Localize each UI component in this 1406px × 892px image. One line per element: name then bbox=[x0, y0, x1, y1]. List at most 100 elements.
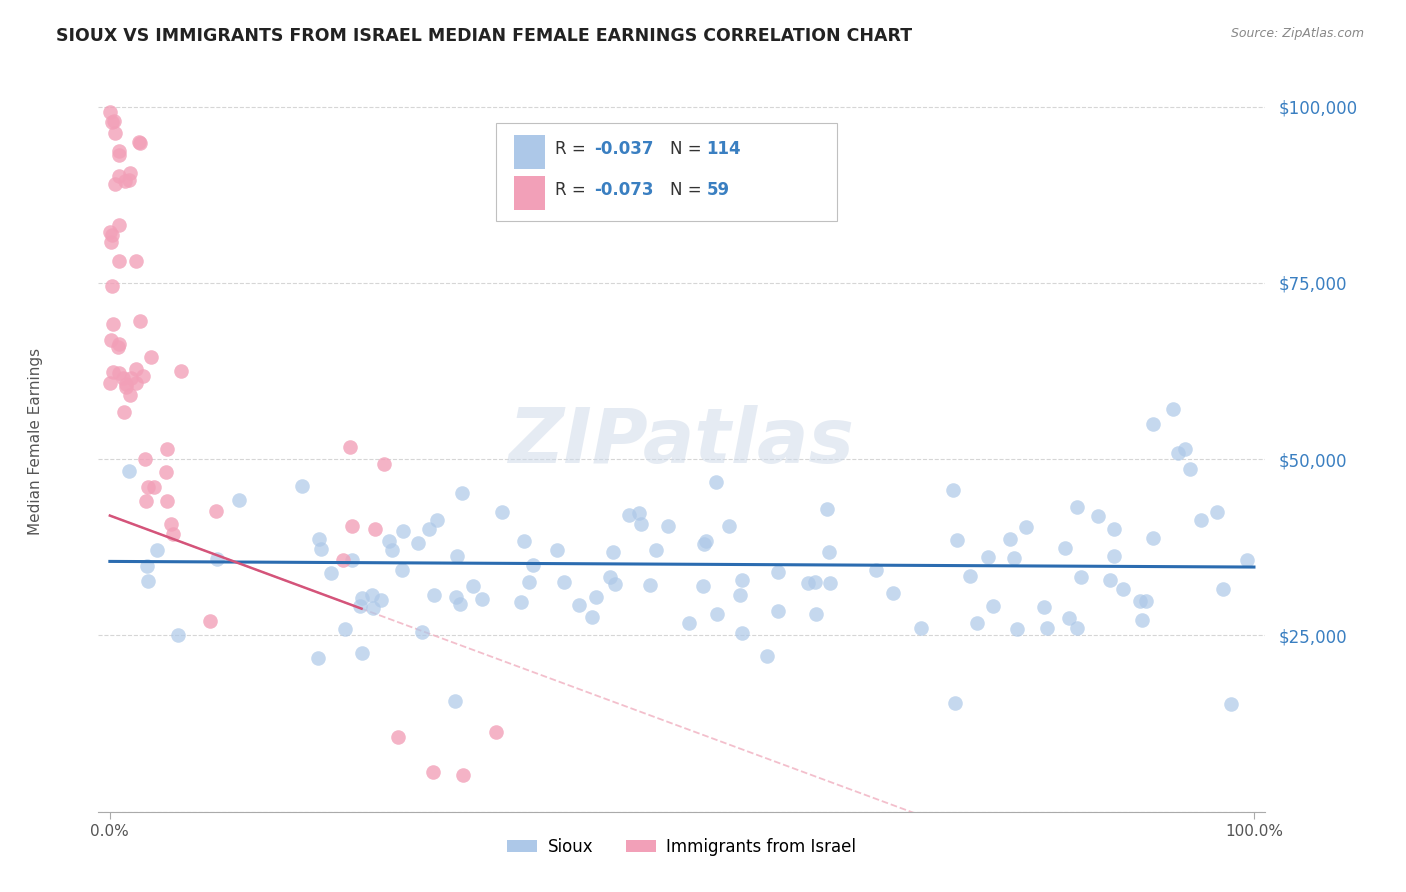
Point bbox=[309, 542, 332, 557]
Point bbox=[766, 604, 789, 618]
Point bbox=[731, 626, 754, 640]
Point bbox=[1167, 446, 1189, 460]
Point bbox=[128, 136, 150, 150]
Point bbox=[818, 545, 841, 559]
Point bbox=[1098, 574, 1121, 588]
Point bbox=[101, 115, 124, 129]
Point bbox=[704, 475, 727, 490]
Point bbox=[645, 543, 668, 558]
Point bbox=[981, 599, 1004, 614]
Point bbox=[1205, 505, 1227, 519]
Point bbox=[1219, 698, 1241, 712]
Point bbox=[581, 609, 603, 624]
Point bbox=[339, 441, 361, 455]
Text: -0.037: -0.037 bbox=[595, 140, 654, 158]
Point bbox=[100, 235, 122, 249]
Point bbox=[1142, 531, 1164, 545]
Point bbox=[706, 607, 728, 621]
Point bbox=[101, 317, 124, 331]
Point bbox=[628, 506, 651, 520]
Point bbox=[446, 549, 468, 563]
Point bbox=[370, 593, 392, 607]
Point bbox=[756, 648, 779, 663]
Point bbox=[946, 533, 969, 548]
Point bbox=[418, 522, 440, 536]
Point bbox=[335, 622, 357, 636]
Point bbox=[115, 379, 138, 393]
Point bbox=[1066, 621, 1088, 635]
Point bbox=[112, 405, 135, 419]
Point bbox=[350, 646, 373, 660]
Point bbox=[717, 519, 740, 533]
Point bbox=[602, 545, 624, 559]
Point bbox=[453, 768, 475, 782]
Point bbox=[695, 533, 717, 548]
Point bbox=[943, 696, 966, 710]
Point bbox=[160, 517, 183, 532]
Point bbox=[111, 371, 134, 385]
Point bbox=[364, 522, 387, 536]
Point bbox=[103, 365, 125, 379]
Point bbox=[1130, 613, 1153, 627]
Point bbox=[422, 588, 444, 602]
Point bbox=[449, 597, 471, 611]
Point bbox=[1112, 582, 1135, 596]
Point bbox=[308, 532, 330, 546]
Point bbox=[98, 105, 121, 120]
Point bbox=[1129, 594, 1152, 608]
Point bbox=[107, 340, 129, 354]
Point bbox=[638, 577, 661, 591]
Point bbox=[1135, 593, 1157, 607]
Point bbox=[1161, 401, 1184, 416]
Point bbox=[1057, 610, 1080, 624]
Point bbox=[114, 173, 136, 187]
Point bbox=[307, 650, 329, 665]
Point bbox=[728, 588, 751, 602]
Point bbox=[411, 624, 433, 639]
Point bbox=[319, 566, 342, 580]
Point bbox=[1212, 582, 1234, 597]
Point bbox=[568, 598, 591, 612]
Point bbox=[804, 575, 827, 590]
Point bbox=[471, 591, 494, 606]
Point bbox=[100, 333, 122, 347]
Point bbox=[381, 542, 404, 557]
Point bbox=[522, 558, 544, 572]
Point bbox=[553, 574, 575, 589]
Point bbox=[1002, 550, 1025, 565]
Text: ZIPatlas: ZIPatlas bbox=[509, 405, 855, 478]
Text: SIOUX VS IMMIGRANTS FROM ISRAEL MEDIAN FEMALE EARNINGS CORRELATION CHART: SIOUX VS IMMIGRANTS FROM ISRAEL MEDIAN F… bbox=[56, 27, 912, 45]
Point bbox=[101, 279, 124, 293]
Point bbox=[352, 591, 374, 605]
Point bbox=[204, 504, 226, 518]
Point bbox=[1035, 622, 1057, 636]
Point bbox=[617, 508, 640, 522]
Point bbox=[1174, 442, 1197, 457]
Point bbox=[101, 227, 124, 242]
Point bbox=[360, 588, 382, 602]
Y-axis label: Median Female Earnings: Median Female Earnings bbox=[28, 348, 42, 535]
Point bbox=[818, 576, 841, 591]
Point bbox=[117, 172, 139, 186]
Text: R =: R = bbox=[554, 181, 591, 199]
Point bbox=[517, 574, 540, 589]
Point bbox=[678, 616, 700, 631]
Point bbox=[444, 694, 467, 708]
Point bbox=[349, 599, 371, 613]
Point bbox=[118, 464, 141, 478]
Point bbox=[461, 579, 484, 593]
Point bbox=[451, 486, 474, 500]
Point bbox=[1104, 522, 1126, 536]
Point bbox=[1178, 462, 1201, 476]
Point bbox=[387, 730, 409, 744]
Point bbox=[1102, 549, 1125, 564]
Point bbox=[1015, 520, 1038, 534]
Point bbox=[134, 452, 156, 467]
Point bbox=[406, 536, 429, 550]
Point bbox=[422, 764, 444, 779]
Point bbox=[1066, 500, 1088, 514]
Point bbox=[98, 226, 121, 240]
Point bbox=[693, 537, 716, 551]
Point bbox=[797, 576, 820, 591]
Point bbox=[103, 114, 125, 128]
